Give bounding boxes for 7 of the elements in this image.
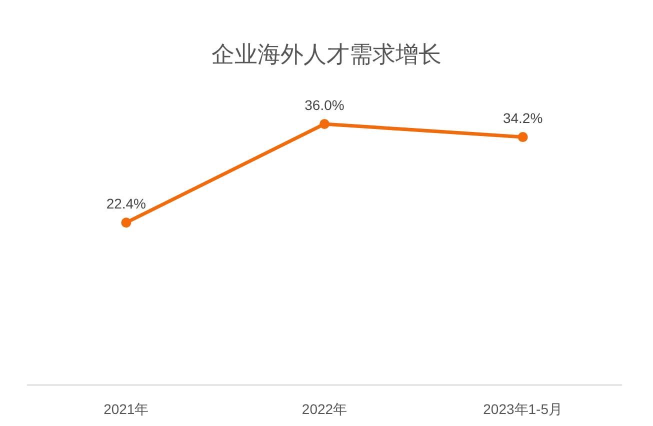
data-label: 22.4% <box>106 196 146 212</box>
chart-title: 企业海外人才需求增长 <box>212 41 442 67</box>
x-tick-label: 2022年 <box>302 401 348 417</box>
data-label: 34.2% <box>502 110 543 126</box>
x-tick-label: 2023年1-5月 <box>483 401 563 417</box>
x-tick-label: 2021年 <box>104 401 149 417</box>
data-label: 36.0% <box>304 97 344 113</box>
